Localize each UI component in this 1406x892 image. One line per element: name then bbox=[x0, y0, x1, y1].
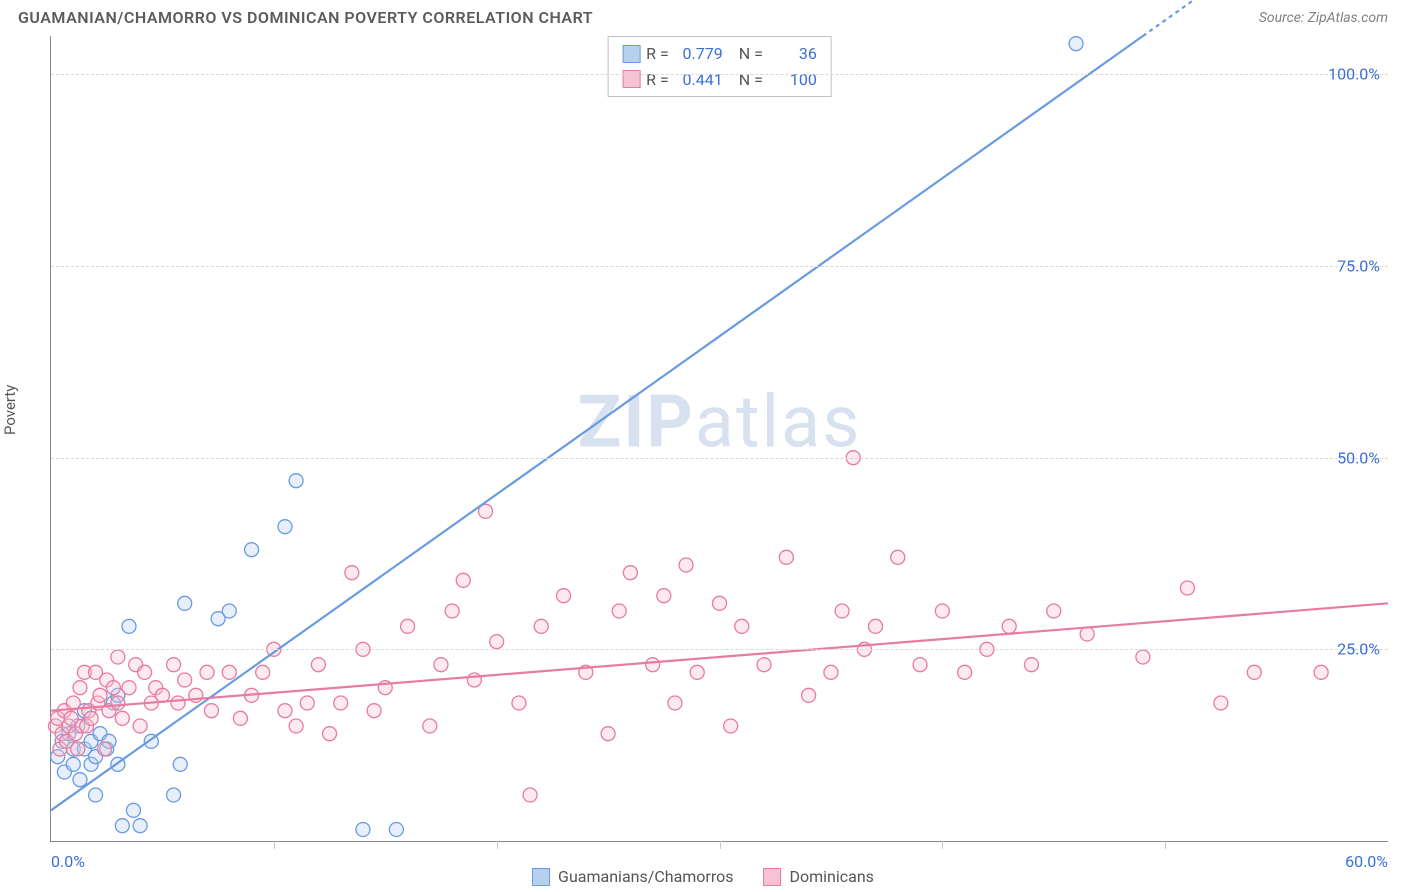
swatch-guam bbox=[622, 45, 640, 63]
swatch-dom-bottom bbox=[763, 868, 781, 886]
series-legend: Guamanians/Chamorros Dominicans bbox=[532, 867, 874, 886]
source-label: Source: ZipAtlas.com bbox=[1259, 10, 1388, 26]
x-tick-label: 0.0% bbox=[51, 852, 85, 871]
swatch-guam-bottom bbox=[532, 868, 550, 886]
legend-row-dom: R = 0.441 N = 100 bbox=[622, 67, 817, 93]
n-value-dom: 100 bbox=[769, 67, 817, 93]
legend-row-guam: R = 0.779 N = 36 bbox=[622, 41, 817, 67]
y-axis-label: Poverty bbox=[1, 385, 19, 435]
legend-item-guam: Guamanians/Chamorros bbox=[532, 867, 733, 886]
legend-label-guam: Guamanians/Chamorros bbox=[558, 867, 733, 886]
r-value-guam: 0.779 bbox=[675, 41, 723, 67]
chart-area: ZIPatlas R = 0.779 N = 36 R = 0.441 N = … bbox=[50, 36, 1388, 842]
plot-svg bbox=[51, 36, 1388, 841]
x-tick-label: 60.0% bbox=[1345, 852, 1388, 871]
n-value-guam: 36 bbox=[769, 41, 817, 67]
legend-label-dom: Dominicans bbox=[789, 867, 873, 886]
legend-item-dom: Dominicans bbox=[763, 867, 873, 886]
y-tick-label: 100.0% bbox=[1328, 65, 1380, 84]
r-value-dom: 0.441 bbox=[675, 67, 723, 93]
correlation-legend: R = 0.779 N = 36 R = 0.441 N = 100 bbox=[607, 36, 832, 97]
y-tick-label: 50.0% bbox=[1337, 448, 1380, 467]
y-tick-label: 75.0% bbox=[1337, 257, 1380, 276]
chart-title: GUAMANIAN/CHAMORRO VS DOMINICAN POVERTY … bbox=[18, 8, 593, 27]
y-tick-label: 25.0% bbox=[1337, 640, 1380, 659]
swatch-dom bbox=[622, 70, 640, 88]
